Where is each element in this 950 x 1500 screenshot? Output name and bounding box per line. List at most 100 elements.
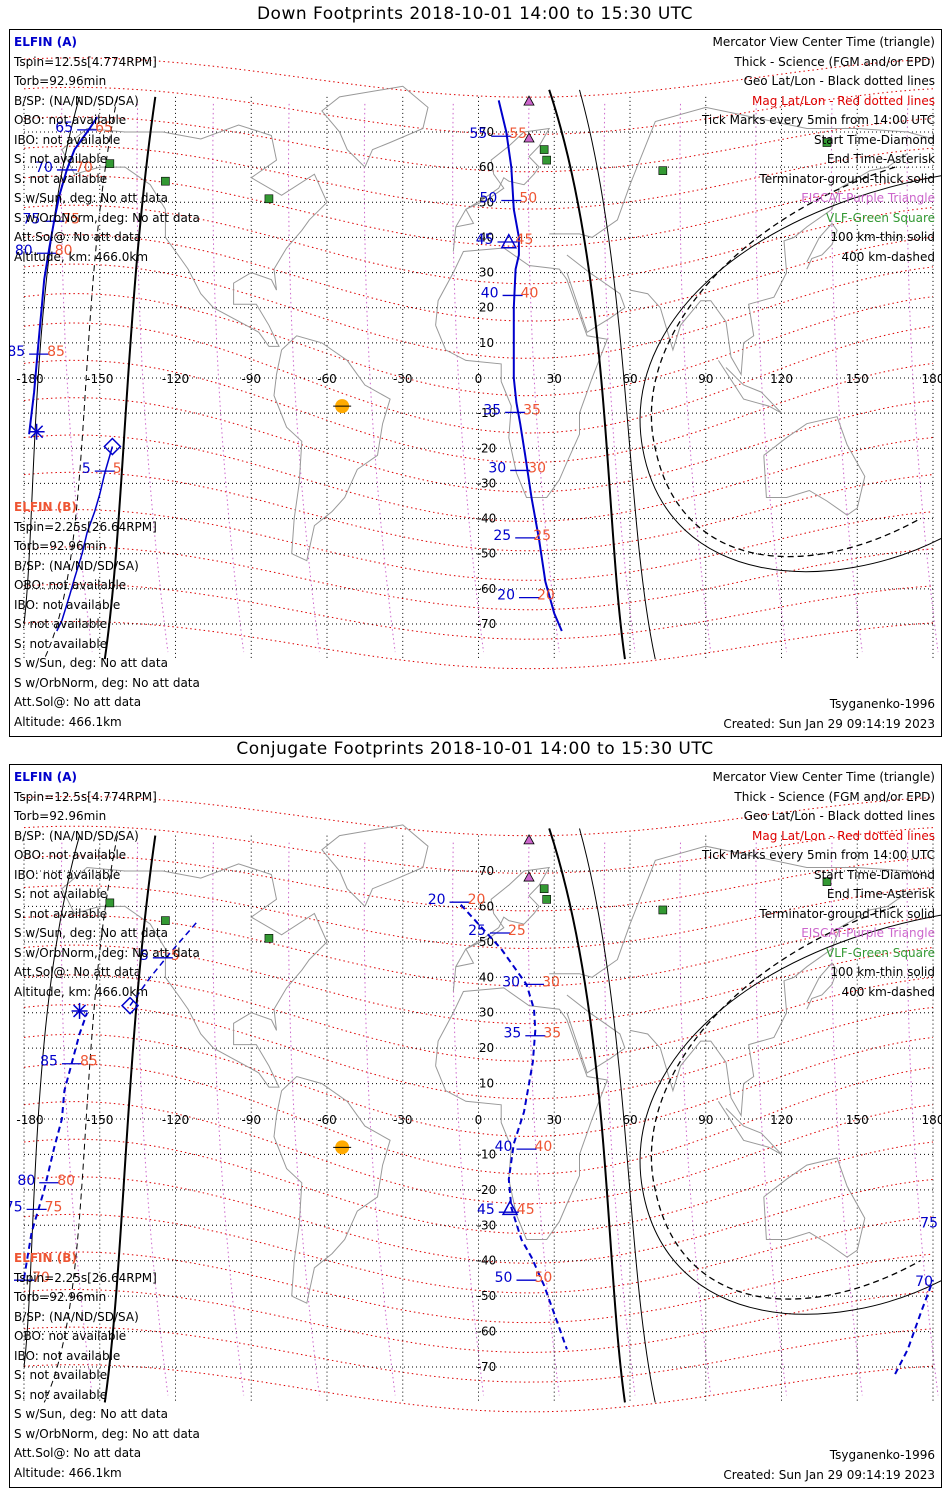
elfin-a-info-line: ELFIN (A)	[14, 770, 77, 784]
axis-labels: -180 -150 -120 -90 -60 -30 0 30 60 90 120 150 180 70 6…	[16, 125, 941, 631]
terminator-west-thick	[103, 96, 157, 660]
coastline-1	[273, 335, 391, 562]
legend-item: VLF-Green Square	[826, 210, 935, 225]
legend-item: End Time-Asterisk	[826, 152, 935, 166]
elfin-a-tick2-label-b: 30	[542, 974, 560, 990]
mag-lon-line	[603, 842, 636, 1396]
mag-lon-line	[60, 103, 93, 653]
coastline-5	[566, 254, 626, 334]
elfin-b-info-line: ELFIN (B)	[14, 500, 77, 514]
model-label: Tsyganenko-1996	[829, 1448, 935, 1462]
mag-lon-line	[452, 103, 485, 653]
start-diamond	[103, 437, 122, 456]
mag-lon-line	[830, 842, 863, 1396]
legend-item: Mercator View Center Time (triangle)	[712, 35, 935, 49]
vlf-square	[264, 194, 274, 204]
ground-stations	[105, 834, 832, 943]
elfin-b-tick-label-b: 5	[113, 461, 122, 477]
lat-tick-label: -40	[477, 1254, 497, 1268]
elfin-b-info-line: S w/OrbNorm, deg: No att data	[14, 675, 200, 690]
lat-tick-label: -70	[477, 617, 497, 631]
elfin-a-info-line: S w/Sun, deg: No att data	[14, 191, 168, 205]
elfin-a-info-line: S: not available	[14, 906, 108, 921]
lon-tick-label: -150	[86, 372, 113, 386]
coastline-8	[321, 85, 429, 168]
elfin-a-info-line: Torb=92.96min	[14, 809, 107, 823]
vlf-square	[539, 145, 549, 154]
legend-item: Mag Lat/Lon - Red dotted lines	[751, 93, 935, 108]
elfin-a-tick2-label-a: 30	[502, 974, 520, 990]
footer: Tsyganenko-1996 Created: Sun Jan 29 09:14…	[723, 695, 935, 734]
lon-tick-label: -30	[393, 372, 413, 386]
elfin-a-tick2-label-b: 20	[468, 892, 486, 908]
elfin-a-tick2-label-a: 45	[477, 1202, 495, 1218]
coastline-1	[273, 1075, 391, 1304]
panel-down-footprints: -180 -150 -120 -90 -60 -30 0 30 60 90 120 150 180 70 6…	[9, 29, 942, 737]
mag-lon-line	[755, 842, 788, 1396]
legend-item: EISCAT-Purple Triangle	[801, 191, 935, 205]
coastline-0	[61, 124, 328, 347]
mag-lat-line	[23, 434, 934, 522]
vlf-square	[822, 877, 832, 886]
legend-item: EISCAT-Purple Triangle	[801, 926, 935, 940]
coastline-10	[806, 962, 838, 1010]
mag-lon-line	[906, 842, 939, 1396]
elfin-a-info-line: S: not available	[14, 887, 108, 901]
lat-tick-label: -60	[477, 582, 497, 596]
footer: Tsyganenko-1996 Created: Sun Jan 29 09:14…	[723, 1446, 935, 1485]
lat-tick-label: -30	[477, 1218, 497, 1232]
elfin-b-info-line: OBO: not available	[14, 1329, 127, 1343]
legend-item: Mag Lat/Lon - Red dotted lines	[751, 828, 935, 843]
coastline-6	[629, 891, 909, 1118]
coastlines	[61, 85, 934, 562]
elfin-a-tick2-label-a: 30	[488, 460, 506, 476]
vlf-square	[105, 159, 115, 168]
lon-tick-label: 90	[698, 1113, 713, 1127]
elfin-a-tick2-label-b: 20	[537, 588, 555, 604]
coastline-7	[763, 416, 866, 516]
elfin-a-tick2-label-a: 35	[503, 1026, 521, 1042]
elfin-b-info-line: Att.Sol@: No att data	[14, 1446, 142, 1460]
elfin-a-tick2-label-b: 25	[508, 923, 526, 939]
elfin-a-tick2-label-b: 45	[516, 232, 534, 248]
elfin-a-track-east	[497, 100, 563, 632]
lon-tick-label: -120	[162, 372, 189, 386]
legend-item: Terminator-ground-thick solid	[759, 171, 935, 186]
elfin-a-info-line: Torb=92.96min	[14, 74, 107, 88]
terminator-east-100km	[579, 828, 656, 1403]
coastline-8	[321, 824, 429, 907]
mag-lat-line	[23, 974, 934, 1062]
elfin-a-tick2-label-b: 40	[521, 285, 539, 301]
elfin-b-info-line: S w/Sun, deg: No att data	[14, 656, 168, 670]
terminator-west-400km	[43, 835, 118, 1403]
coastline-9	[717, 1101, 782, 1155]
elfin-b-info-line: Att.Sol@: No att data	[14, 695, 142, 709]
ground-stations	[105, 95, 832, 204]
lon-tick-label: -60	[317, 372, 337, 386]
eiscat-triangle	[523, 834, 535, 845]
elfin-b-info-line: S: not available	[14, 617, 108, 631]
coastline-5	[566, 994, 626, 1074]
center-time-triangle	[500, 233, 518, 249]
legend: Mercator View Center Time (triangle) Thic…	[702, 768, 935, 1002]
lat-tick-label: -10	[477, 406, 497, 420]
created-label: Created: Sun Jan 29 09:14:19 2023	[723, 716, 935, 731]
elfin-b-info-line: IBO: not available	[14, 1348, 121, 1363]
elfin-a-tick2-label-a: 25	[493, 528, 511, 544]
vlf-square	[105, 898, 115, 908]
lat-tick-label: 10	[479, 336, 494, 350]
elfin-a-tick-label-b: 70	[32, 1270, 50, 1286]
elfin-a-tick2-label-a: 20	[497, 588, 515, 604]
lat-tick-label: -50	[477, 547, 497, 561]
elfin-a-info-line: Att.Sol@: No att data	[14, 965, 142, 979]
elfin-a-info-line: IBO: not available	[14, 132, 121, 147]
elfin-a-tick2-label-b: 45	[517, 1202, 535, 1218]
lon-tick-label: -120	[162, 1113, 189, 1127]
coastline-7	[763, 1157, 866, 1258]
elfin-a-tick-label-b: 65	[95, 120, 113, 136]
elfin-a-tick-label-a: 85	[10, 344, 25, 360]
lat-tick-label: -20	[477, 1183, 497, 1197]
coastline-2	[435, 987, 608, 1240]
elfin-a-tick-label-b: 75	[45, 1199, 63, 1215]
elfin-a-track-west	[28, 116, 99, 435]
